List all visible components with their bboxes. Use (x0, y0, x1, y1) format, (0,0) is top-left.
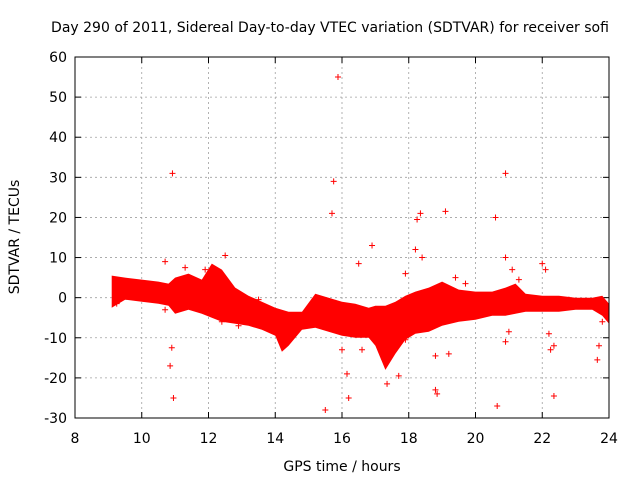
data-point (162, 306, 169, 313)
x-tick-label: 18 (400, 431, 418, 447)
data-point (113, 300, 120, 307)
data-point (452, 274, 459, 281)
data-point (235, 322, 242, 329)
data-point (330, 178, 337, 185)
x-tick-label: 10 (133, 431, 151, 447)
x-tick-label: 20 (467, 431, 485, 447)
data-point (379, 334, 386, 341)
data-point (402, 270, 409, 277)
data-point (334, 74, 341, 81)
data-point (547, 346, 554, 353)
plot-frame (74, 56, 610, 419)
data-layer (111, 74, 609, 413)
data-point (502, 338, 509, 345)
data-point (434, 390, 441, 397)
grid (75, 57, 609, 418)
data-point (354, 318, 361, 325)
y-tick-label: -30 (44, 411, 67, 427)
data-point (462, 280, 469, 287)
data-point (328, 210, 335, 217)
data-point (182, 264, 189, 271)
data-point (125, 292, 132, 299)
chart-title: Day 290 of 2011, Sidereal Day-to-day VTE… (51, 20, 609, 36)
data-point (505, 328, 512, 335)
axis-ticks: 8 10 12 14 16 18 20 22 24 -30 -20 -10 0 10 20 30 40 50 60 (44, 50, 618, 447)
x-tick-label: 22 (533, 431, 551, 447)
data-point (355, 260, 362, 267)
y-tick-label: 10 (49, 251, 67, 267)
data-point (594, 356, 601, 363)
data-point (369, 242, 376, 249)
data-point (492, 214, 499, 221)
data-point (162, 258, 169, 265)
y-tick-label: -10 (44, 331, 67, 347)
dense-point-band (111, 263, 609, 370)
y-tick-label: 50 (49, 90, 67, 106)
data-point (384, 380, 391, 387)
data-point (414, 216, 421, 223)
data-point (432, 352, 439, 359)
data-point (550, 392, 557, 399)
y-tick-label: 30 (49, 170, 67, 186)
data-point (344, 370, 351, 377)
data-point (442, 208, 449, 215)
x-tick-label: 16 (333, 431, 351, 447)
data-point (255, 296, 262, 303)
data-point (595, 342, 602, 349)
data-point (417, 210, 424, 217)
data-point (550, 342, 557, 349)
data-point (359, 346, 366, 353)
data-point (218, 318, 225, 325)
x-axis-label: GPS time / hours (283, 459, 400, 475)
data-point (169, 170, 176, 177)
data-point (494, 402, 501, 409)
data-point (170, 394, 177, 401)
y-tick-label: 20 (49, 210, 67, 226)
x-tick-label: 14 (266, 431, 284, 447)
data-point (167, 362, 174, 369)
data-point (412, 246, 419, 253)
y-tick-label: -20 (44, 371, 67, 387)
data-point (545, 330, 552, 337)
data-point (539, 260, 546, 267)
data-point (390, 338, 397, 345)
data-point (402, 336, 409, 343)
data-point (585, 302, 592, 309)
data-point (202, 266, 209, 273)
data-point (502, 170, 509, 177)
data-point (168, 344, 175, 351)
y-axis-label: SDTVAR / TECUs (7, 180, 23, 295)
y-tick-label: 60 (49, 50, 67, 66)
data-point (345, 394, 352, 401)
data-point (542, 266, 549, 273)
y-tick-label: 40 (49, 130, 67, 146)
data-point (395, 372, 402, 379)
data-point (599, 318, 606, 325)
data-point (419, 254, 426, 261)
data-point (302, 316, 309, 323)
data-point (339, 346, 345, 353)
x-tick-label: 8 (71, 431, 80, 447)
data-point (565, 296, 572, 303)
y-tick-label: 0 (58, 291, 67, 307)
data-point (222, 252, 229, 259)
data-point (445, 350, 452, 357)
data-point (322, 406, 329, 413)
data-point (502, 254, 509, 261)
x-tick-label: 12 (200, 431, 218, 447)
x-tick-label: 24 (600, 431, 618, 447)
data-point (509, 266, 516, 273)
data-point (515, 276, 522, 283)
data-point (432, 386, 439, 393)
